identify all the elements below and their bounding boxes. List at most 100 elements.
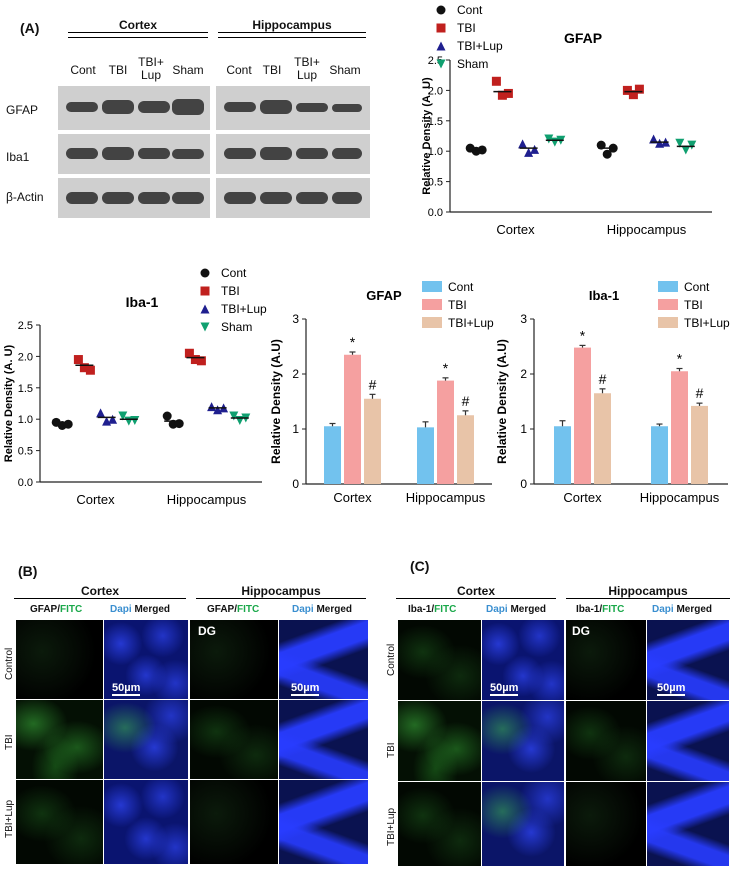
data-point bbox=[503, 88, 513, 98]
c-merge-label-cortex: Dapi Merged bbox=[486, 604, 546, 615]
c-tile-cortex-merged-tbilup bbox=[482, 782, 564, 866]
c-tile-hippo-fitc-tbi bbox=[566, 701, 646, 781]
c-tile-cortex-merged-control bbox=[482, 620, 564, 700]
b-scalebar-cortex: 50µm bbox=[112, 682, 141, 696]
legend-marker bbox=[436, 59, 446, 69]
c-dapi-text: Dapi bbox=[486, 604, 508, 615]
legend-label: Cont bbox=[457, 3, 483, 17]
c-dapi-text-2: Dapi bbox=[652, 604, 674, 615]
x-category-label: Cortex bbox=[76, 492, 115, 507]
wb-lane-tbilup-hippocampus: TBI+ Lup bbox=[294, 55, 320, 82]
legend-label: Sham bbox=[221, 320, 252, 334]
y-tick-label: 2.0 bbox=[428, 85, 443, 97]
x-category-label: Hippocampus bbox=[167, 492, 247, 507]
legend-marker bbox=[200, 286, 210, 296]
c-marker-text: Iba-1/ bbox=[408, 604, 435, 615]
legend-label: TBI+Lup bbox=[221, 302, 267, 316]
significance-mark: * bbox=[443, 360, 449, 376]
b-tile-cortex-merged-tbi bbox=[104, 700, 188, 779]
b-tile-cortex-fitc-control bbox=[16, 620, 103, 699]
legend-label: TBI bbox=[448, 298, 467, 312]
bar bbox=[344, 354, 361, 484]
y-tick-label: 0 bbox=[520, 477, 527, 491]
data-point bbox=[530, 144, 540, 154]
c-dg-label: DG bbox=[572, 624, 590, 638]
data-point bbox=[675, 138, 685, 148]
bar bbox=[594, 393, 611, 484]
c-tile-hippo-merged-tbilup bbox=[647, 782, 729, 866]
b-marker-text: GFAP/ bbox=[30, 604, 61, 615]
y-tick-label: 3 bbox=[292, 312, 299, 326]
y-tick-label: 0.5 bbox=[18, 446, 33, 458]
c-tile-hippo-merged-control bbox=[647, 620, 729, 700]
data-point bbox=[184, 348, 194, 358]
legend-label: TBI+Lup bbox=[448, 316, 494, 330]
b-dapi-text-2: Dapi bbox=[292, 604, 314, 615]
y-tick-label: 0 bbox=[292, 477, 299, 491]
y-tick-label: 0.5 bbox=[428, 177, 443, 189]
data-point bbox=[544, 134, 554, 144]
wb-row-iba1: Iba1 bbox=[6, 150, 30, 164]
legend-marker bbox=[436, 23, 446, 33]
data-point bbox=[73, 355, 83, 365]
data-point bbox=[524, 147, 534, 157]
b-row-tbilup: TBI+Lup bbox=[4, 799, 15, 838]
legend-swatch bbox=[422, 317, 442, 328]
c-scalebar-hippocampus: 50µm bbox=[657, 682, 686, 696]
b-scalebar-hippocampus: 50µm bbox=[291, 682, 320, 696]
blot-iba1-hippocampus bbox=[216, 134, 370, 174]
b-row-control: Control bbox=[4, 647, 15, 680]
legend-label: TBI+Lup bbox=[684, 316, 730, 330]
bar bbox=[437, 380, 454, 484]
data-point bbox=[628, 90, 638, 100]
y-tick-label: 1 bbox=[292, 422, 299, 436]
data-point bbox=[196, 356, 206, 366]
b-tile-cortex-fitc-tbi bbox=[16, 700, 103, 779]
legend-marker bbox=[436, 5, 446, 15]
blot-actin-hippocampus bbox=[216, 178, 370, 218]
b-region-hippocampus: Hippocampus bbox=[196, 584, 366, 599]
legend-swatch bbox=[658, 317, 678, 328]
data-point bbox=[207, 402, 217, 412]
chart-title: Iba-1 bbox=[126, 294, 159, 310]
chart-iba1-bar: Iba-1 Relative Density (A.U) 0 1 2 3 Cortex * # H… bbox=[495, 280, 730, 505]
b-tile-hippo-fitc-tbilup bbox=[190, 780, 278, 864]
data-point bbox=[596, 140, 606, 150]
b-tile-hippo-merged-tbi bbox=[279, 700, 368, 779]
b-stain-label-cortex: GFAP/FITC bbox=[30, 604, 82, 615]
c-fitc-text-2: FITC bbox=[602, 604, 625, 615]
wb-lane-sham-cortex: Sham bbox=[172, 63, 204, 77]
chart-gfap-bar: GFAP Relative Density (A.U) 0 1 2 3 Cortex * # Hi… bbox=[269, 280, 494, 505]
c-row-tbi: TBI bbox=[386, 742, 397, 758]
b-tile-cortex-merged-tbilup bbox=[104, 780, 188, 864]
wb-region-hippocampus: Hippocampus bbox=[218, 18, 366, 33]
b-fitc-text: FITC bbox=[60, 604, 83, 615]
bar bbox=[691, 405, 708, 484]
chart-title: GFAP bbox=[564, 30, 602, 46]
c-tile-hippo-merged-tbi bbox=[647, 701, 729, 781]
c-tile-cortex-fitc-tbi bbox=[398, 701, 481, 781]
y-axis-label: Relative Density (A. U) bbox=[421, 77, 433, 195]
y-tick-label: 2 bbox=[292, 367, 299, 381]
b-merge-label-cortex: Dapi Merged bbox=[110, 604, 170, 615]
b-dg-label: DG bbox=[198, 624, 216, 638]
c-region-cortex: Cortex bbox=[396, 584, 556, 599]
data-point bbox=[108, 414, 118, 424]
legend-label: TBI bbox=[684, 298, 703, 312]
wb-lane-tbi-cortex: TBI bbox=[108, 63, 128, 77]
bar bbox=[417, 427, 434, 484]
wb-lane-cont-hippocampus: Cont bbox=[226, 63, 252, 77]
b-tile-hippo-fitc-control bbox=[190, 620, 278, 699]
wb-lane-cont-cortex: Cont bbox=[70, 63, 96, 77]
bar bbox=[457, 415, 474, 484]
data-point bbox=[622, 85, 632, 95]
b-merge-label-hippocampus: Dapi Merged bbox=[292, 604, 352, 615]
data-point bbox=[130, 415, 140, 425]
y-tick-label: 1.0 bbox=[18, 414, 33, 426]
x-category-label: Hippocampus bbox=[640, 490, 720, 505]
y-tick-label: 3 bbox=[520, 312, 527, 326]
wb-row-actin: β-Actin bbox=[6, 190, 44, 204]
x-category-label: Hippocampus bbox=[406, 490, 486, 505]
data-point bbox=[602, 149, 612, 159]
c-tile-cortex-merged-tbi bbox=[482, 701, 564, 781]
